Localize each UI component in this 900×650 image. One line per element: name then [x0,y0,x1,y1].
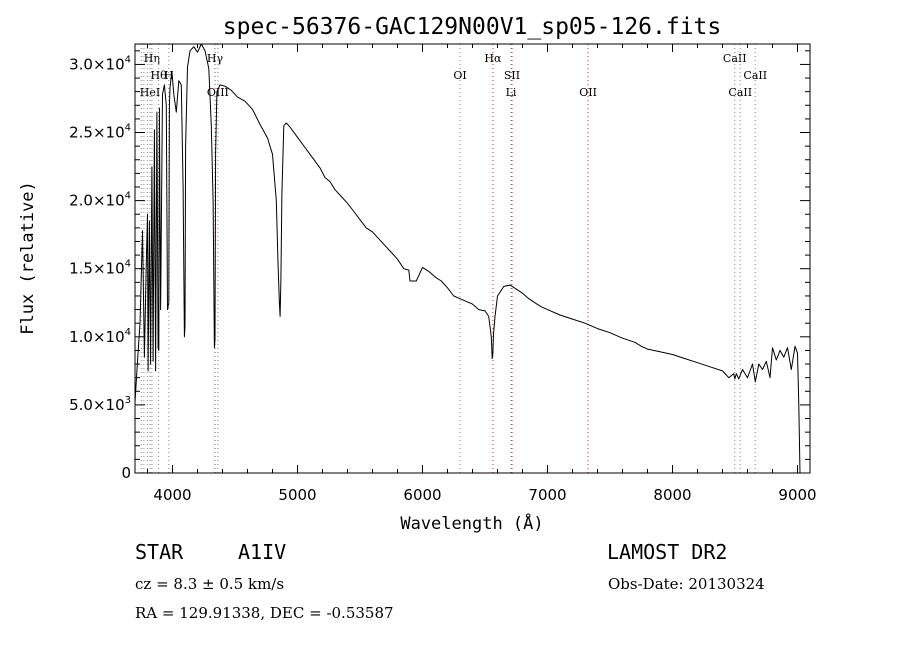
x-tick-label: 4000 [153,486,191,504]
redshift-cz: cz = 8.3 ± 0.5 km/s [135,575,285,593]
survey-name: LAMOST DR2 [607,540,728,564]
line-marker-label: CaII [723,52,747,65]
line-marker-label: H [164,69,174,82]
y-tick-label: 5.0×103 [69,395,131,414]
line-marker-label: Hγ [207,52,224,65]
y-tick-label: 0 [121,464,131,482]
y-tick-label: 1.0×104 [69,327,131,346]
object-class: A1IV [238,540,287,564]
y-tick-label: 2.5×104 [69,123,131,142]
x-tick-label: 5000 [278,486,316,504]
spectrum-series [134,43,801,474]
spectrum-line [134,43,801,474]
line-marker-label: OII [579,86,597,99]
y-tick-label: 3.0×104 [69,54,131,73]
chart-title: spec-56376-GAC129N00V1_sp05-126.fits [223,14,722,40]
object-type: STAR [135,540,184,564]
line-marker-label: Li [506,86,517,99]
x-tick-label: 9000 [778,486,816,504]
x-tick-label: 7000 [528,486,566,504]
x-axis-ticks: 4000 5000 6000 7000 8000 9000 [147,44,817,504]
line-marker-label: CaII [728,86,752,99]
plot-frame [134,43,811,474]
x-tick-label: 6000 [403,486,441,504]
line-marker-label: CaII [743,69,767,82]
y-axis-ticks: 0 5.0×103 1.0×104 1.5×104 2.0×104 2.5×104 3.0×… [69,50,810,482]
observation-date: Obs-Date: 20130324 [608,575,765,593]
line-marker-label: Hη [144,52,160,65]
line-marker-label: HeI [140,86,160,99]
line-marker-label: Hθ [151,69,168,82]
spectrum-chart: spec-56376-GAC129N00V1_sp05-126.fits HηH… [18,14,817,534]
x-tick-label: 8000 [653,486,691,504]
line-marker-label: Hα [484,52,502,65]
line-marker-label: OI [453,69,466,82]
line-marker-label: SII [504,69,520,82]
ra-dec-coordinates: RA = 129.91338, DEC = -0.53587 [135,604,394,622]
x-axis-label: Wavelength (Å) [400,512,543,534]
y-axis-label: Flux (relative) [18,181,38,335]
y-tick-label: 2.0×104 [69,191,131,210]
line-marker-label: OIII [207,86,229,99]
y-tick-label: 1.5×104 [69,259,131,278]
